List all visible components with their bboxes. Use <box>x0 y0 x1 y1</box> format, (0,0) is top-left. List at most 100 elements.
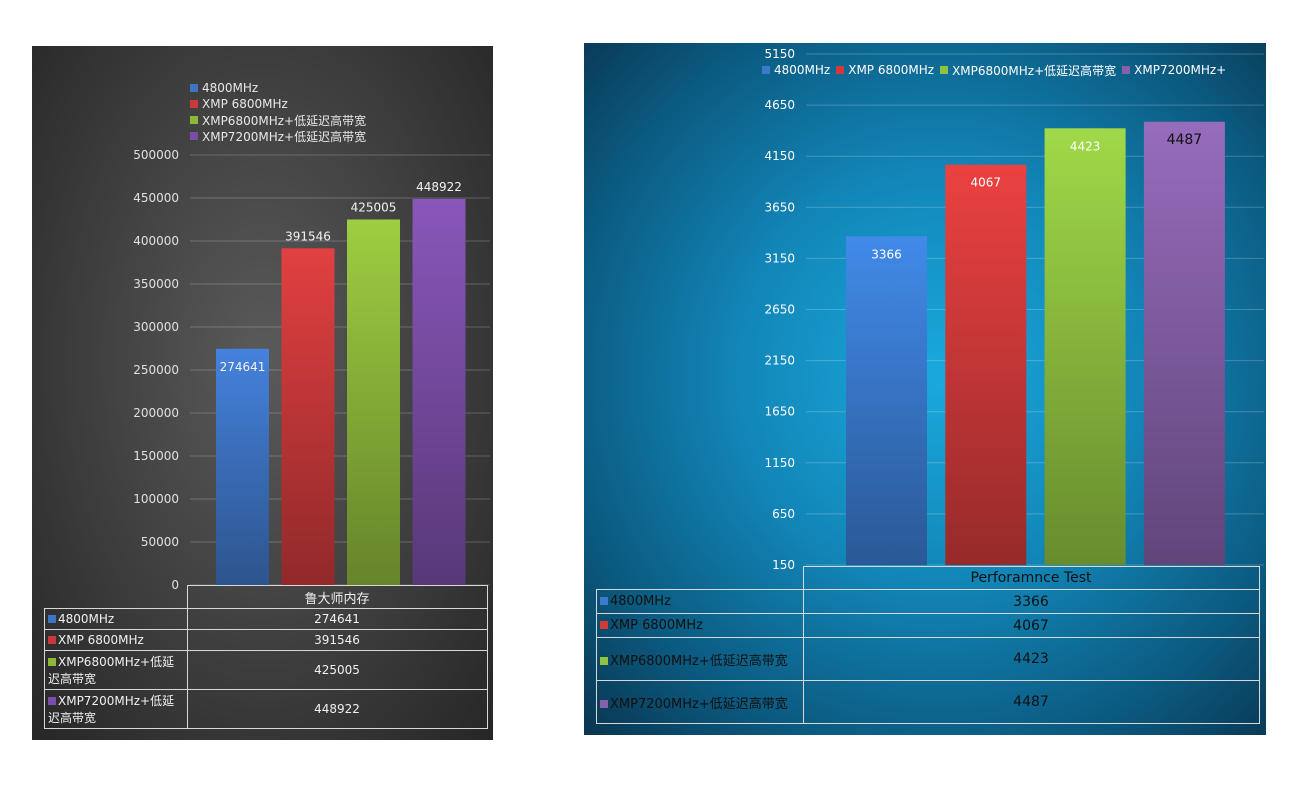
table-row-value: 3366 <box>802 589 1260 614</box>
legend-swatch <box>190 132 198 140</box>
table-row-value: 425005 <box>186 650 488 690</box>
data-label: 425005 <box>351 200 397 214</box>
right-chart-panel: 4800MHz XMP 6800MHz XMP6800MHz+低延迟高带宽 XMP72… <box>584 43 1266 735</box>
table-row: XMP 6800MHz 391546 <box>44 629 488 651</box>
table-header-category: Perforamnce Test <box>802 566 1260 590</box>
y-tick-label: 0 <box>171 578 179 592</box>
table-swatch <box>600 699 608 708</box>
bar-2 <box>945 164 1027 565</box>
right-chart-svg: 5150465041503650315026502150165011506501… <box>764 47 1264 572</box>
table-row-label: XMP6800MHz+低延迟高带宽 <box>610 653 788 669</box>
y-tick-label: 500000 <box>133 148 179 162</box>
table-swatch <box>600 656 608 665</box>
y-tick-label: 350000 <box>133 277 179 291</box>
y-tick-label: 2650 <box>764 303 795 317</box>
table-swatch <box>600 621 608 629</box>
y-tick-label: 4650 <box>764 98 795 112</box>
legend-label: XMP 6800MHz <box>202 97 288 111</box>
legend-item: 4800MHz <box>762 62 830 78</box>
table-swatch <box>48 636 56 644</box>
data-label: 4423 <box>1070 139 1101 153</box>
legend-swatch <box>1122 66 1131 74</box>
y-tick-label: 3150 <box>764 251 795 265</box>
legend-item: XMP6800MHz+低延迟高带宽 <box>940 62 1116 78</box>
y-tick-label: 5150 <box>764 47 795 61</box>
y-tick-label: 1150 <box>764 456 795 470</box>
table-swatch <box>600 597 608 605</box>
y-tick-label: 100000 <box>133 492 179 506</box>
legend-swatch <box>836 66 845 74</box>
table-swatch <box>48 615 56 623</box>
table-row-value: 4487 <box>802 680 1260 724</box>
bar-4 <box>1143 121 1225 565</box>
table-row-label: XMP 6800MHz <box>610 618 703 633</box>
y-tick-label: 1650 <box>764 405 795 419</box>
table-row: XMP7200MHz+低延迟高带宽 448922 <box>44 689 488 729</box>
table-row-label: XMP6800MHz+低延迟高带宽 <box>48 655 175 686</box>
left-chart-panel: 4800MHz XMP 6800MHz XMP6800MHz+低延迟高带宽 XMP72… <box>32 46 493 740</box>
table-row: XMP6800MHz+低延迟高带宽 4423 <box>596 637 1260 681</box>
legend-swatch <box>190 100 198 108</box>
right-legend: 4800MHz XMP 6800MHz XMP6800MHz+低延迟高带宽 XMP72… <box>762 62 1226 78</box>
right-data-table: Perforamnce Test 4800MHz 3366 XMP 6800MHz 40… <box>596 566 1260 724</box>
table-row: 4800MHz 3366 <box>596 589 1260 614</box>
legend-item: XMP6800MHz+低延迟高带宽 <box>190 112 366 128</box>
legend-label: XMP 6800MHz <box>848 63 935 77</box>
bar-4 <box>412 198 466 586</box>
legend-label: XMP6800MHz+低延迟高带宽 <box>952 63 1117 78</box>
table-row-label: XMP7200MHz+低延迟高带宽 <box>610 696 788 712</box>
legend-item: XMP7200MHz+ <box>1122 62 1226 78</box>
table-swatch <box>48 697 56 705</box>
table-corner <box>596 566 804 590</box>
table-header-category: 鲁大师内存 <box>186 585 488 609</box>
table-row-value: 4423 <box>802 637 1260 681</box>
left-legend: 4800MHz XMP 6800MHz XMP6800MHz+低延迟高带宽 XMP72… <box>190 80 366 144</box>
table-row-value: 448922 <box>186 689 488 729</box>
legend-item: XMP 6800MHz <box>836 62 934 78</box>
y-tick-label: 150000 <box>133 449 179 463</box>
data-label: 3366 <box>871 247 902 261</box>
bar-1 <box>846 236 927 565</box>
legend-swatch <box>190 84 198 92</box>
legend-label: XMP7200MHz+ <box>1134 63 1227 77</box>
table-row-label: 4800MHz <box>610 594 671 609</box>
legend-swatch <box>762 66 770 74</box>
table-row-value: 391546 <box>186 629 488 651</box>
bar-2 <box>281 248 335 585</box>
y-tick-label: 50000 <box>141 535 179 549</box>
legend-item: XMP 6800MHz <box>190 96 366 112</box>
legend-item: XMP7200MHz+低延迟高带宽 <box>190 128 366 144</box>
legend-swatch <box>940 66 949 74</box>
y-tick-label: 4150 <box>764 149 795 163</box>
data-label: 4487 <box>1167 132 1203 148</box>
table-row-label: XMP7200MHz+低延迟高带宽 <box>48 694 175 725</box>
legend-item: 4800MHz <box>190 80 366 96</box>
y-tick-label: 200000 <box>133 406 179 420</box>
table-row: XMP 6800MHz 4067 <box>596 613 1260 638</box>
y-tick-label: 250000 <box>133 363 179 377</box>
legend-label: 4800MHz <box>774 63 831 77</box>
data-label: 391546 <box>285 229 331 243</box>
left-chart-svg: 5000004500004000003500003000002500002000… <box>133 148 490 592</box>
legend-swatch <box>190 116 198 124</box>
legend-label: 4800MHz <box>202 81 259 95</box>
y-tick-label: 650 <box>772 507 795 521</box>
table-row-label: 4800MHz <box>58 612 115 626</box>
y-tick-label: 400000 <box>133 234 179 248</box>
table-row: XMP7200MHz+低延迟高带宽 4487 <box>596 680 1260 724</box>
table-corner <box>44 585 188 609</box>
table-row-label: XMP 6800MHz <box>58 633 144 647</box>
legend-label: XMP7200MHz+低延迟高带宽 <box>202 129 367 144</box>
table-row-value: 4067 <box>802 613 1260 638</box>
y-tick-label: 2150 <box>764 354 795 368</box>
data-label: 448922 <box>416 180 462 194</box>
data-label: 274641 <box>220 360 266 374</box>
table-swatch <box>48 658 56 666</box>
bar-3 <box>1044 128 1126 565</box>
y-tick-label: 3650 <box>764 200 795 214</box>
y-tick-label: 300000 <box>133 320 179 334</box>
bar-1 <box>216 348 269 585</box>
left-data-table: 鲁大师内存 4800MHz 274641 XMP 6800MHz 391546 XMP68… <box>44 585 488 729</box>
bar-3 <box>347 219 400 585</box>
table-row: 4800MHz 274641 <box>44 608 488 630</box>
